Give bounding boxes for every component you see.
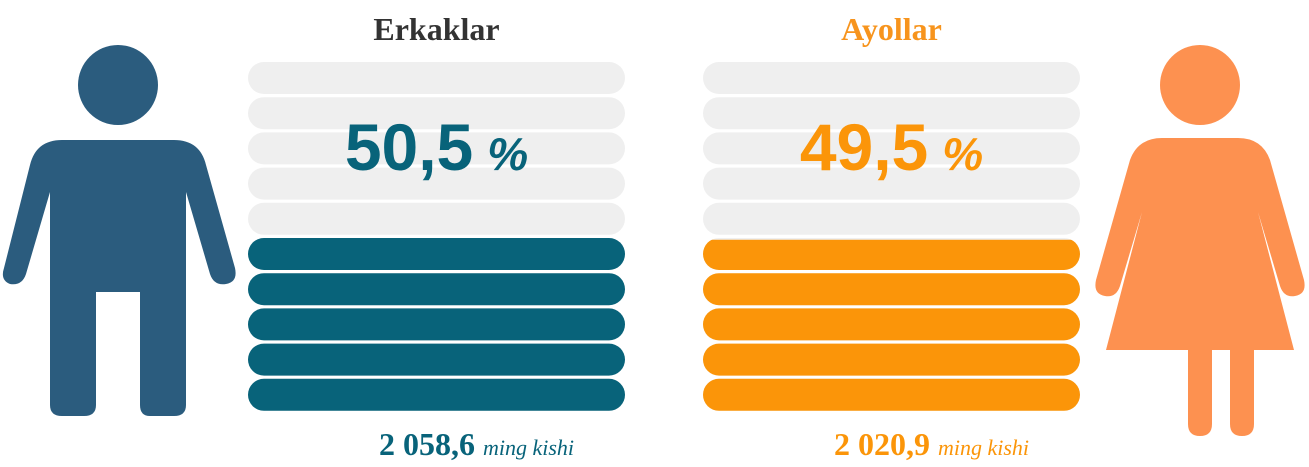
- empty-stripe: [703, 202, 1080, 235]
- man-icon: [2, 45, 236, 416]
- filled-stripe: [248, 238, 625, 270]
- empty-stripe: [248, 62, 625, 94]
- percent-sign: %: [487, 128, 528, 180]
- empty-stripe: [703, 132, 1080, 165]
- count-label: 2 020,9 ming kishi: [834, 426, 1029, 462]
- filled-stripe: [248, 308, 625, 341]
- woman-icon: [1095, 45, 1305, 436]
- empty-stripe: [248, 132, 625, 165]
- count-unit: ming kishi: [483, 435, 574, 460]
- filled-stripe: [703, 343, 1080, 376]
- filled-stripe: [703, 308, 1080, 341]
- fill-bar: [703, 239, 1080, 411]
- empty-stripe: [703, 167, 1080, 200]
- empty-stripe: [248, 202, 625, 235]
- filled-stripe: [703, 239, 1080, 270]
- filled-stripe: [248, 378, 625, 411]
- filled-stripe: [248, 343, 625, 376]
- percent-label: 50,5%: [345, 110, 528, 184]
- percent-sign: %: [942, 128, 983, 180]
- filled-stripe: [248, 273, 625, 306]
- count-value: 2 058,6: [379, 426, 475, 462]
- filled-stripe: [703, 273, 1080, 306]
- filled-stripe: [703, 378, 1080, 411]
- fill-bar: [248, 238, 625, 411]
- empty-stripe: [703, 62, 1080, 94]
- count-unit: ming kishi: [938, 435, 1029, 460]
- legend-title: Erkaklar: [373, 11, 499, 47]
- legend-title: Ayollar: [841, 11, 942, 47]
- empty-stripe: [248, 167, 625, 200]
- empty-stripe: [248, 97, 625, 130]
- count-label: 2 058,6 ming kishi: [379, 426, 574, 462]
- percent-value: 50,5: [345, 110, 473, 184]
- percent-label: 49,5%: [800, 110, 983, 184]
- count-value: 2 020,9: [834, 426, 930, 462]
- empty-stripe: [703, 97, 1080, 130]
- percent-value: 49,5: [800, 110, 928, 184]
